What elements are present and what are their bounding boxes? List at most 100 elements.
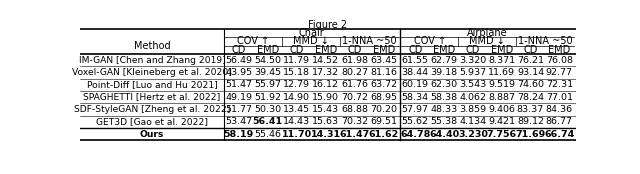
Text: 4.062: 4.062 (460, 93, 486, 102)
Text: Airplane: Airplane (467, 28, 508, 38)
Text: 56.41: 56.41 (253, 117, 283, 126)
Text: 76.21: 76.21 (517, 56, 544, 65)
Text: SDF-StyleGAN [Zheng et al. 2022]: SDF-StyleGAN [Zheng et al. 2022] (74, 105, 230, 114)
Text: EMD: EMD (373, 45, 395, 55)
Text: 63.72: 63.72 (371, 80, 397, 89)
Text: 14.43: 14.43 (284, 117, 310, 126)
Text: COV ↑: COV ↑ (413, 36, 445, 46)
Text: Method: Method (134, 41, 170, 50)
Text: 58.34: 58.34 (402, 93, 429, 102)
Text: Voxel-GAN [Kleineberg et al. 2020]: Voxel-GAN [Kleineberg et al. 2020] (72, 68, 232, 77)
Text: 80.27: 80.27 (341, 68, 369, 77)
Text: 61.62: 61.62 (369, 130, 399, 139)
Text: COV ↑: COV ↑ (237, 36, 269, 46)
Text: 15.90: 15.90 (312, 93, 339, 102)
Text: MMD ↓: MMD ↓ (469, 36, 505, 46)
Text: 70.72: 70.72 (341, 93, 369, 102)
Text: 70.32: 70.32 (341, 117, 369, 126)
Text: 70.20: 70.20 (371, 105, 397, 114)
Text: 64.40: 64.40 (429, 130, 459, 139)
Text: 57.97: 57.97 (402, 105, 429, 114)
Text: 49.19: 49.19 (225, 93, 252, 102)
Text: 55.38: 55.38 (431, 117, 458, 126)
Text: 8.887: 8.887 (488, 93, 515, 102)
Text: 3.230: 3.230 (458, 130, 488, 139)
Text: EMD: EMD (257, 45, 279, 55)
Text: 66.74: 66.74 (544, 130, 574, 139)
Text: 39.45: 39.45 (254, 68, 282, 77)
Text: CD: CD (290, 45, 304, 55)
Text: 76.08: 76.08 (546, 56, 573, 65)
Text: 15.63: 15.63 (312, 117, 339, 126)
Text: 61.98: 61.98 (341, 56, 369, 65)
Text: EMD: EMD (433, 45, 455, 55)
Text: 61.47: 61.47 (340, 130, 370, 139)
Text: Ours: Ours (140, 130, 164, 139)
Text: CD: CD (524, 45, 538, 55)
Text: 1-NNA ~50: 1-NNA ~50 (518, 36, 572, 46)
Text: 69.51: 69.51 (371, 117, 397, 126)
Text: 83.37: 83.37 (517, 105, 544, 114)
Text: 14.90: 14.90 (284, 93, 310, 102)
Text: 13.45: 13.45 (284, 105, 310, 114)
Text: 14.31: 14.31 (311, 130, 341, 139)
Text: EMD: EMD (548, 45, 570, 55)
Text: 51.92: 51.92 (254, 93, 281, 102)
Text: 55.46: 55.46 (254, 130, 281, 139)
Text: CD: CD (232, 45, 246, 55)
Text: Point-Diff [Luo and Hu 2021]: Point-Diff [Luo and Hu 2021] (86, 80, 218, 89)
Text: 4.134: 4.134 (460, 117, 486, 126)
Text: 56.49: 56.49 (225, 56, 252, 65)
Text: Figure 2: Figure 2 (308, 20, 348, 30)
Text: 89.12: 89.12 (517, 117, 544, 126)
Text: 14.52: 14.52 (312, 56, 339, 65)
Text: 48.33: 48.33 (431, 105, 458, 114)
Text: 3.859: 3.859 (460, 105, 486, 114)
Text: 9.421: 9.421 (488, 117, 515, 126)
Text: IM-GAN [Chen and Zhang 2019]: IM-GAN [Chen and Zhang 2019] (79, 56, 225, 65)
Text: 51.77: 51.77 (225, 105, 252, 114)
Text: 11.69: 11.69 (488, 68, 515, 77)
Text: 38.44: 38.44 (402, 68, 429, 77)
Text: 53.47: 53.47 (225, 117, 252, 126)
Text: 64.78: 64.78 (400, 130, 431, 139)
Text: 58.38: 58.38 (431, 93, 458, 102)
Text: 86.77: 86.77 (546, 117, 573, 126)
Text: 61.55: 61.55 (402, 56, 429, 65)
Text: 92.77: 92.77 (546, 68, 573, 77)
Text: EMD: EMD (315, 45, 337, 55)
Text: 11.79: 11.79 (284, 56, 310, 65)
Text: 68.88: 68.88 (341, 105, 369, 114)
Text: 58.19: 58.19 (223, 130, 254, 139)
Text: 62.79: 62.79 (431, 56, 458, 65)
Text: 17.32: 17.32 (312, 68, 339, 77)
Text: 54.50: 54.50 (254, 56, 281, 65)
Text: 12.79: 12.79 (284, 80, 310, 89)
Text: GET3D [Gao et al. 2022]: GET3D [Gao et al. 2022] (96, 117, 208, 126)
Text: 81.16: 81.16 (371, 68, 397, 77)
Text: 7.756: 7.756 (486, 130, 516, 139)
Text: 84.36: 84.36 (546, 105, 573, 114)
Text: 9.519: 9.519 (488, 80, 515, 89)
Text: 9.406: 9.406 (488, 105, 515, 114)
Text: 15.18: 15.18 (284, 68, 310, 77)
Text: 71.69: 71.69 (515, 130, 545, 139)
Text: 11.70: 11.70 (282, 130, 312, 139)
Text: 3.543: 3.543 (460, 80, 486, 89)
Text: 3.320: 3.320 (460, 56, 486, 65)
Text: 63.45: 63.45 (371, 56, 397, 65)
Text: 60.19: 60.19 (402, 80, 429, 89)
Text: CD: CD (348, 45, 362, 55)
Text: 55.62: 55.62 (402, 117, 429, 126)
Text: EMD: EMD (490, 45, 513, 55)
Text: 74.60: 74.60 (517, 80, 544, 89)
Text: 62.30: 62.30 (431, 80, 458, 89)
Text: SPAGHETTI [Hertz et al. 2022]: SPAGHETTI [Hertz et al. 2022] (83, 93, 221, 102)
Text: 8.371: 8.371 (488, 56, 515, 65)
Text: 51.47: 51.47 (225, 80, 252, 89)
Text: 93.14: 93.14 (517, 68, 544, 77)
Text: 16.12: 16.12 (312, 80, 339, 89)
Text: Chair: Chair (298, 28, 324, 38)
Text: 61.76: 61.76 (341, 80, 369, 89)
Text: 43.95: 43.95 (225, 68, 252, 77)
